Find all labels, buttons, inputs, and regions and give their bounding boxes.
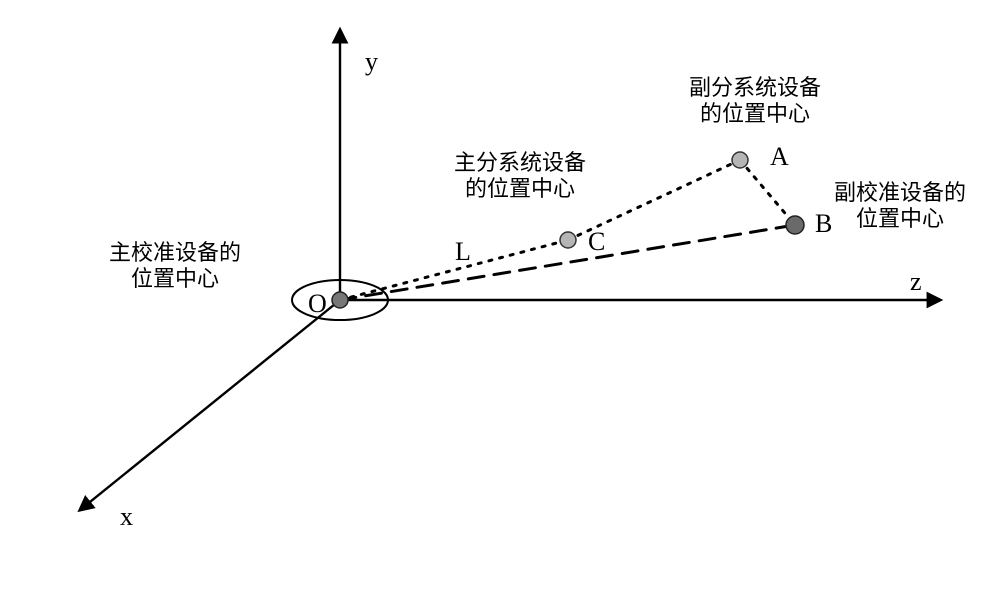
point-label-C: 主分系统设备的位置中心 (454, 150, 586, 201)
origin-label: 主校准设备的位置中心 (109, 240, 241, 291)
axis-label-x: x (120, 502, 133, 531)
point-letter-A: A (770, 142, 789, 171)
origin-dot (332, 292, 348, 308)
point-dot-A (732, 152, 748, 168)
point-letter-B: B (815, 209, 832, 238)
axis-x (80, 300, 340, 510)
point-label-A: 副分系统设备的位置中心 (689, 75, 821, 126)
line-dotted_OC (340, 240, 568, 300)
point-dot-C (560, 232, 576, 248)
line-label-L_dashed: L (455, 237, 471, 266)
axis-label-z: z (910, 267, 922, 296)
axis-label-y: y (365, 47, 378, 76)
point-label-B: 副校准设备的位置中心 (834, 180, 966, 231)
point-letter-C: C (588, 227, 605, 256)
origin-letter: O (308, 289, 327, 318)
point-dot-B (786, 216, 804, 234)
